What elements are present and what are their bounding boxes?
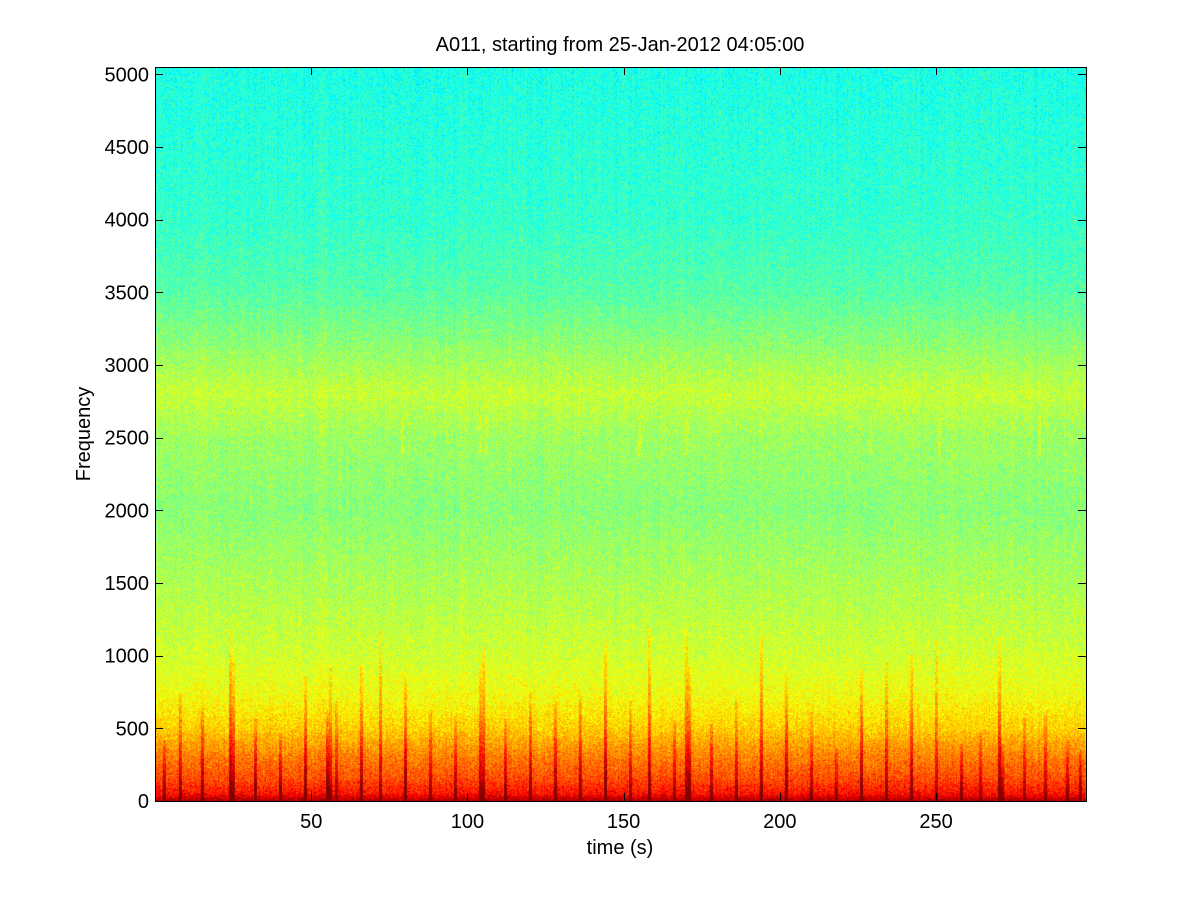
y-tick-label: 2500: [105, 428, 150, 450]
x-axis-label: time (s): [587, 837, 654, 859]
axes-frame: [155, 67, 1087, 802]
plot-area: [155, 67, 1086, 801]
y-tick-label: 4500: [105, 137, 150, 159]
y-tick-label: 1500: [105, 573, 150, 595]
x-tick-label: 200: [763, 811, 796, 833]
y-tick-label: 1000: [105, 646, 150, 668]
y-tick-label: 3000: [105, 355, 150, 377]
y-tick-label: 3500: [105, 282, 150, 304]
x-axis: 50 100 150 200 250: [300, 67, 953, 833]
spectrogram-image: [155, 67, 1086, 801]
x-tick-label: 100: [451, 811, 484, 833]
x-tick-label: 150: [607, 811, 640, 833]
y-tick-label: 5000: [105, 64, 150, 86]
y-axis-label: Frequency: [73, 387, 95, 482]
x-tick-label: 50: [300, 811, 322, 833]
y-tick-label: 4000: [105, 210, 150, 232]
x-tick-label: 250: [919, 811, 952, 833]
y-tick-label: 2000: [105, 500, 150, 522]
y-tick-label: 0: [138, 791, 149, 813]
chart-title: A011, starting from 25-Jan-2012 04:05:00: [436, 34, 805, 56]
y-axis: 0 500 1000 1500 2000 2500 3000 3500 4000 4500 5000: [105, 64, 1086, 813]
y-tick-label: 500: [116, 718, 149, 740]
